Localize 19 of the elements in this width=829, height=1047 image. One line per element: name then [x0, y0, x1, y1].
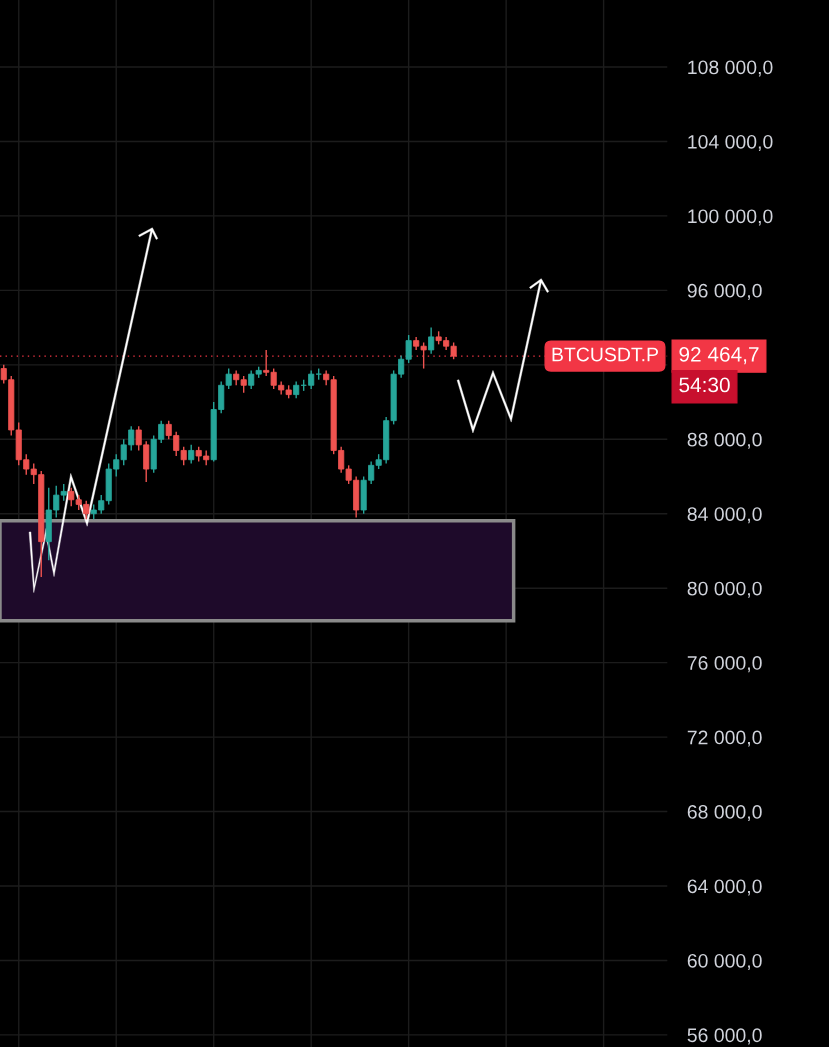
candlestick	[308, 369, 315, 390]
y-tick-label: 56 000,0	[687, 1028, 762, 1045]
y-tick-label: 60 000,0	[687, 953, 762, 970]
y-tick-label: 64 000,0	[687, 879, 762, 896]
y-tick-label: 100 000,0	[688, 209, 773, 226]
candlestick	[428, 326, 435, 355]
annotation: BTCUSDT.P	[552, 347, 658, 362]
ref-line-label: 92 464,7	[679, 347, 759, 365]
y-tick-label: 76 000,0	[687, 656, 762, 673]
candlestick	[188, 444, 195, 465]
y-tick-label: 72 000,0	[687, 730, 762, 747]
y-tick-label: 108 000,0	[688, 60, 773, 77]
y-tick-label: 68 000,0	[687, 805, 762, 822]
y-tick-label: 96 000,0	[687, 283, 762, 300]
y-tick-label: 80 000,0	[687, 581, 762, 598]
y-tick-label: 84 000,0	[687, 507, 762, 524]
y-tick-label: 88 000,0	[687, 432, 762, 449]
text: 54:30	[679, 377, 730, 393]
y-tick-label: 104 000,0	[688, 134, 773, 151]
